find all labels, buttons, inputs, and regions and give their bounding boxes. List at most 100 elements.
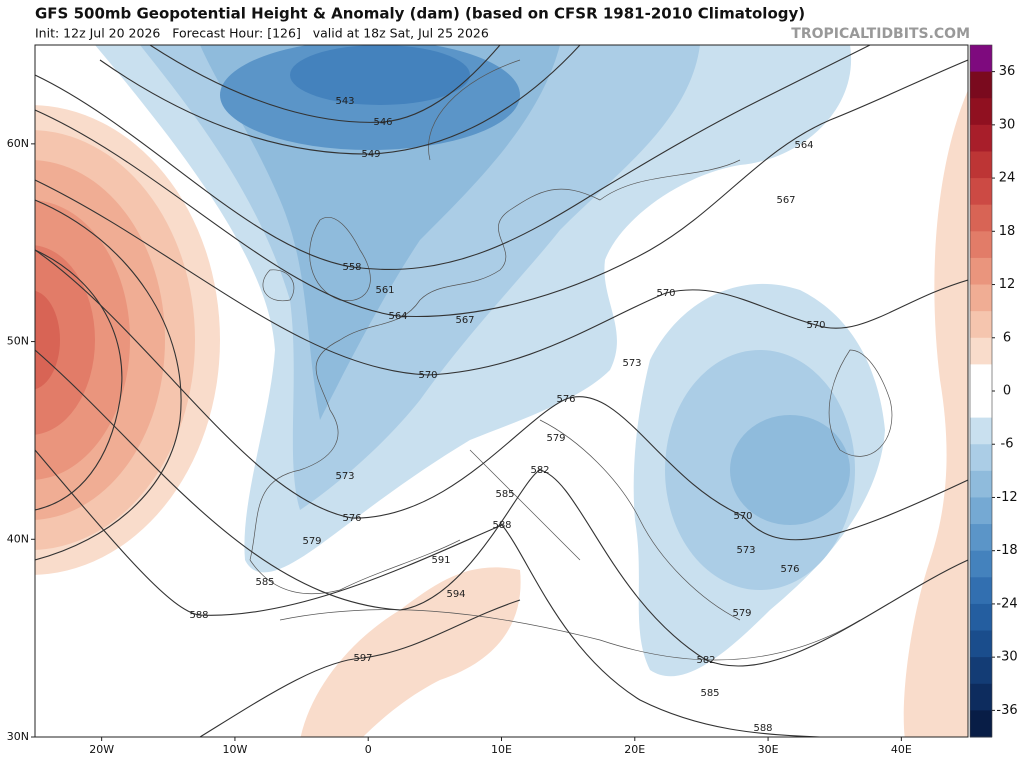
colorbar-label: 36 xyxy=(999,64,1016,79)
site-name: TROPICALTIDBITS.COM xyxy=(791,26,970,42)
contour-label: 582 xyxy=(530,465,549,476)
title: GFS 500mb Geopotential Height & Anomaly … xyxy=(35,5,805,23)
colorbar-segment xyxy=(970,124,992,152)
contour-label: 591 xyxy=(431,555,450,566)
colorbar-label: 30 xyxy=(999,117,1016,132)
colorbar-segment xyxy=(970,630,992,658)
colorbar-segment xyxy=(970,337,992,365)
colorbar-segment xyxy=(970,71,992,99)
colorbar-segment xyxy=(970,417,992,445)
contour-label: 594 xyxy=(446,589,465,600)
contour-label: 597 xyxy=(353,653,372,664)
contour-label: 573 xyxy=(736,545,755,556)
lon-label: 0 xyxy=(365,743,372,756)
height-contour xyxy=(35,349,968,667)
colorbar-segment xyxy=(970,45,992,73)
colorbar-label: 24 xyxy=(999,171,1016,186)
contour-label: 585 xyxy=(700,688,719,699)
contour-label: 579 xyxy=(302,536,321,547)
colorbar-label: -36 xyxy=(996,703,1017,718)
contour-label: 570 xyxy=(733,511,752,522)
colorbar-label: -18 xyxy=(996,543,1017,558)
coastline xyxy=(249,59,861,661)
lat-label: 30N xyxy=(7,730,29,743)
contour-label: 585 xyxy=(495,489,514,500)
colorbar-segment xyxy=(970,577,992,605)
height-contour xyxy=(149,45,501,123)
contour-label: 561 xyxy=(375,285,394,296)
height-contour xyxy=(35,59,968,318)
contour-label: 570 xyxy=(806,320,825,331)
contour-label: 588 xyxy=(492,520,511,531)
colorbar-segment xyxy=(970,683,992,711)
colorbar-segment xyxy=(970,710,992,738)
colorbar-segment xyxy=(970,524,992,552)
colorbar-segment xyxy=(970,364,992,392)
lon-label: 40E xyxy=(891,743,912,756)
colorbar-segment xyxy=(970,657,992,685)
contour-label: 579 xyxy=(546,433,565,444)
height-contour xyxy=(35,449,821,737)
contour-label: 573 xyxy=(335,471,354,482)
anomaly-shade xyxy=(903,90,968,737)
colorbar-segment xyxy=(970,497,992,525)
colorbar-segment xyxy=(970,178,992,206)
contour-label: 546 xyxy=(373,117,392,128)
height-contour xyxy=(99,45,581,155)
colorbar-segment xyxy=(970,98,992,126)
map-area xyxy=(35,45,968,737)
colorbar-segment xyxy=(970,444,992,472)
anomaly-shade xyxy=(35,290,60,390)
contour-label: 570 xyxy=(418,370,437,381)
anomaly-shade xyxy=(35,245,95,435)
colorbar-label: -6 xyxy=(1001,437,1014,452)
colorbar-label: -24 xyxy=(996,596,1017,611)
height-contour xyxy=(199,599,521,737)
height-contour xyxy=(35,45,871,271)
lon-label: 10W xyxy=(222,743,247,756)
contour-label: 549 xyxy=(361,149,380,160)
coastline xyxy=(828,349,893,457)
contour-label: 576 xyxy=(780,564,799,575)
colorbar-segment xyxy=(970,231,992,259)
contour-label: 588 xyxy=(753,723,772,734)
contour-label: 567 xyxy=(455,315,474,326)
contour-label: 576 xyxy=(342,513,361,524)
colorbar-label: -12 xyxy=(996,490,1017,505)
colorbar-segment xyxy=(970,391,992,419)
contour-label: 564 xyxy=(388,311,407,322)
lat-label: 60N xyxy=(7,137,29,150)
colorbar-segment xyxy=(970,257,992,286)
lon-label: 10E xyxy=(491,743,512,756)
height-contour xyxy=(35,249,968,541)
colorbar-label: 18 xyxy=(999,224,1016,239)
lon-label: 20E xyxy=(624,743,645,756)
anomaly-shade xyxy=(730,415,850,525)
lon-label: 20W xyxy=(89,743,114,756)
colorbar-segment xyxy=(970,151,992,179)
contour-label: 585 xyxy=(255,577,274,588)
colorbar-segment xyxy=(970,470,992,498)
contour-label: 564 xyxy=(794,140,813,151)
subtitle: Init: 12z Jul 20 2026 Forecast Hour: [12… xyxy=(35,26,489,41)
contour-label: 576 xyxy=(556,394,575,405)
height-contour xyxy=(35,199,182,561)
colorbar-segment xyxy=(970,311,992,339)
colorbar-segment xyxy=(970,204,992,232)
colorbar-segment xyxy=(970,284,992,312)
anomaly-shade xyxy=(290,45,470,105)
anomaly-shade xyxy=(300,567,521,737)
contour-label: 570 xyxy=(656,288,675,299)
contour-label: 588 xyxy=(189,610,208,621)
contour-label: 579 xyxy=(732,608,751,619)
height-contour xyxy=(35,249,123,511)
contour-label: 558 xyxy=(342,262,361,273)
colorbar-segment xyxy=(970,603,992,632)
colorbar-label: -30 xyxy=(996,650,1017,665)
contour-label: 573 xyxy=(622,358,641,369)
contour-label: 582 xyxy=(696,655,715,666)
lat-label: 40N xyxy=(7,532,29,545)
